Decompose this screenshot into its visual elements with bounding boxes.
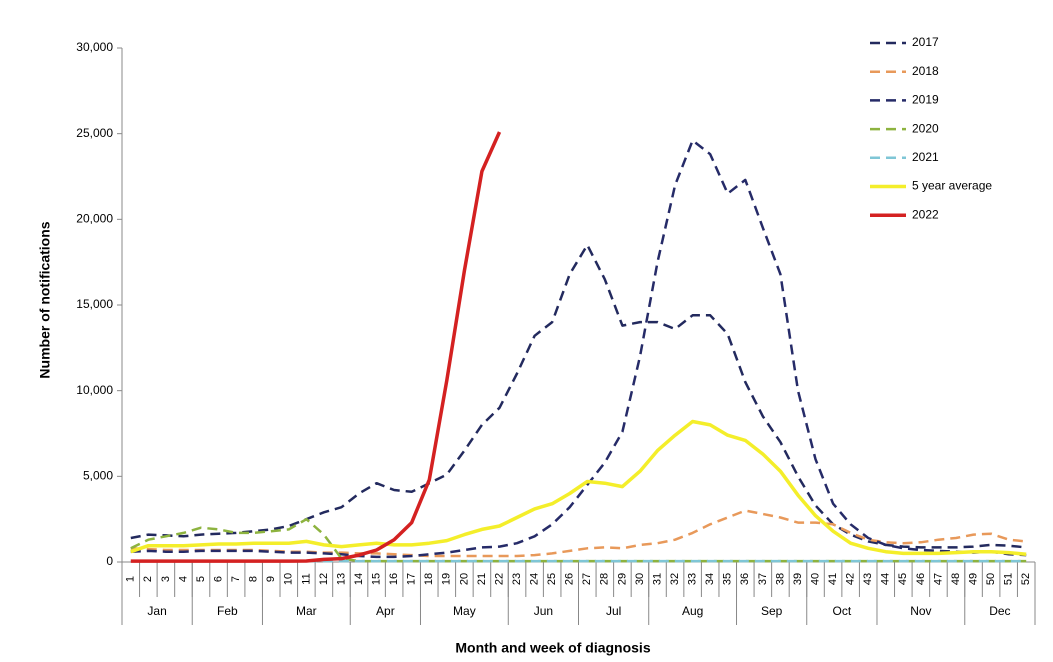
- x-tick-label: 47: [932, 573, 944, 585]
- x-tick-label: 16: [388, 573, 400, 585]
- x-tick-label: 11: [300, 573, 312, 584]
- legend-label: 2020: [912, 121, 939, 135]
- x-tick-label: 28: [599, 573, 611, 585]
- x-group-label: Apr: [376, 604, 395, 618]
- legend-label: 2018: [912, 64, 939, 78]
- x-tick-label: 18: [423, 573, 435, 585]
- x-tick-label: 3: [160, 576, 172, 582]
- x-tick-label: 34: [704, 573, 716, 585]
- x-tick-label: 22: [493, 573, 505, 585]
- x-axis-title: Month and week of diagnosis: [455, 640, 650, 656]
- x-group-label: Jun: [534, 604, 553, 618]
- x-tick-label: 30: [634, 573, 646, 585]
- x-group-label: Sep: [761, 604, 783, 618]
- x-tick-label: 9: [265, 576, 277, 582]
- x-group-label: Feb: [217, 604, 238, 618]
- y-axis-title: Number of notifications: [37, 221, 53, 378]
- x-tick-label: 6: [212, 576, 224, 582]
- x-tick-label: 31: [651, 573, 663, 585]
- series-line: [130, 517, 1027, 563]
- x-tick-label: 1: [125, 576, 137, 582]
- x-tick-label: 32: [669, 573, 681, 585]
- x-tick-label: 49: [967, 573, 979, 585]
- x-tick-label: 45: [897, 573, 909, 585]
- x-group-label: Nov: [910, 604, 931, 618]
- series-line: [130, 131, 502, 563]
- x-tick-label: 20: [458, 573, 470, 585]
- x-tick-label: 17: [406, 573, 418, 585]
- x-tick-label: 12: [318, 573, 330, 585]
- x-group-label: Oct: [833, 604, 852, 618]
- x-tick-label: 39: [792, 573, 804, 585]
- x-tick-label: 7: [230, 576, 242, 582]
- x-tick-label: 26: [564, 573, 576, 585]
- x-tick-label: 50: [985, 573, 997, 585]
- x-tick-label: 35: [722, 573, 734, 585]
- legend-label: 2022: [912, 207, 939, 221]
- x-tick-label: 42: [845, 573, 857, 585]
- x-tick-label: 29: [616, 573, 628, 585]
- x-tick-label: 13: [335, 573, 347, 585]
- legend-label: 2019: [912, 93, 939, 107]
- x-tick-label: 15: [370, 573, 382, 585]
- x-tick-label: 8: [248, 576, 260, 582]
- y-tick-label: 10,000: [76, 383, 113, 397]
- x-tick-label: 38: [774, 573, 786, 585]
- x-group-label: Jul: [606, 604, 621, 618]
- x-tick-label: 23: [511, 573, 523, 585]
- x-tick-label: 33: [687, 573, 699, 585]
- x-tick-label: 36: [739, 573, 751, 585]
- x-tick-label: 2: [142, 576, 154, 582]
- y-tick-label: 20,000: [76, 212, 113, 226]
- x-tick-label: 46: [915, 573, 927, 585]
- y-tick-label: 5,000: [83, 469, 113, 483]
- x-tick-label: 52: [1020, 573, 1032, 585]
- x-tick-label: 27: [581, 573, 593, 585]
- y-tick-label: 0: [106, 554, 113, 568]
- x-tick-label: 43: [862, 573, 874, 585]
- series-line: [130, 509, 1027, 558]
- x-tick-label: 24: [529, 573, 541, 585]
- x-group-label: Jan: [147, 604, 166, 618]
- x-tick-label: 14: [353, 573, 365, 585]
- legend-label: 5 year average: [912, 179, 992, 193]
- x-tick-label: 40: [809, 573, 821, 585]
- series-line: [130, 139, 1027, 559]
- x-tick-label: 41: [827, 573, 839, 585]
- x-group-label: May: [453, 604, 476, 618]
- y-tick-label: 25,000: [76, 126, 113, 140]
- x-group-label: Mar: [296, 604, 317, 618]
- x-tick-label: 21: [476, 573, 488, 585]
- x-tick-label: 25: [546, 573, 558, 585]
- x-group-label: Aug: [682, 604, 703, 618]
- x-group-label: Dec: [989, 604, 1010, 618]
- legend-label: 2021: [912, 150, 939, 164]
- y-tick-label: 15,000: [76, 297, 113, 311]
- legend-label: 2017: [912, 35, 939, 49]
- x-tick-label: 5: [195, 576, 207, 582]
- series-line: [130, 243, 1027, 549]
- x-tick-label: 4: [177, 576, 189, 582]
- series-line: [130, 419, 1027, 557]
- x-tick-label: 44: [880, 573, 892, 585]
- x-tick-label: 10: [283, 573, 295, 585]
- x-tick-label: 48: [950, 573, 962, 585]
- x-tick-label: 19: [441, 573, 453, 585]
- x-tick-label: 37: [757, 573, 769, 585]
- x-tick-label: 51: [1003, 573, 1015, 585]
- y-tick-label: 30,000: [76, 40, 113, 54]
